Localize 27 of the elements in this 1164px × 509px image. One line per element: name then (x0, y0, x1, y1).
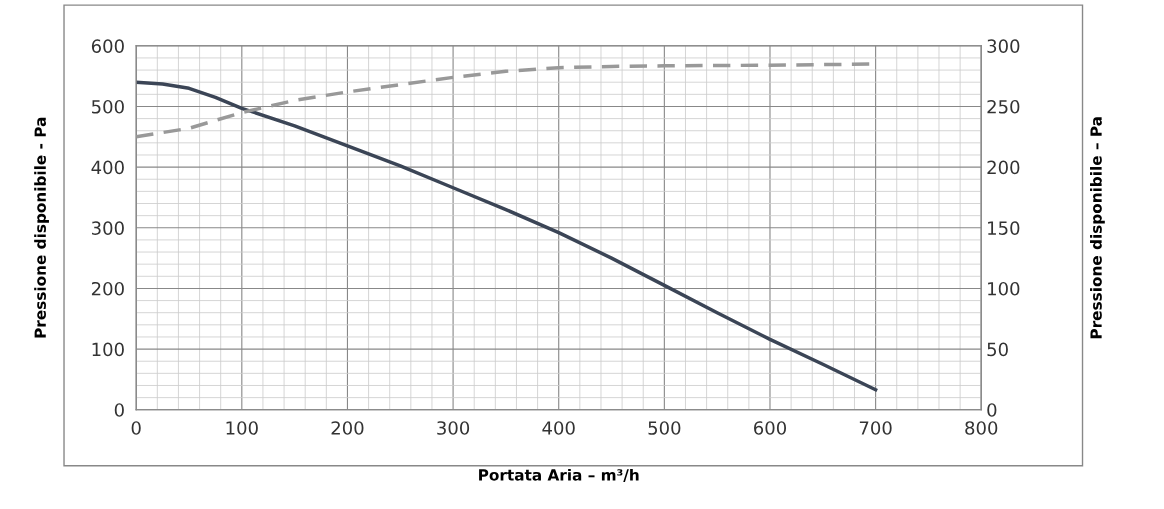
y-tick-label: 100 (92, 342, 124, 357)
y2-tick-label: 0 (987, 403, 997, 417)
y-tick-label: 500 (92, 99, 124, 114)
y2-tick-label: 300 (987, 39, 1020, 53)
x-tick-label: 100 (226, 421, 258, 435)
x-tick-label: 700 (859, 421, 892, 435)
y-tick-label: 0 (114, 403, 124, 417)
y-tick-label: 200 (91, 281, 124, 296)
x-tick-label: 800 (965, 421, 998, 435)
x-axis-title: Portata Aria – m³/h (479, 468, 639, 482)
y-axis-title: Pressione disponibile - Pa (34, 117, 49, 338)
y2-tick-label: 200 (987, 160, 1020, 175)
y2-tick-label: 50 (987, 342, 1008, 357)
y2-axis-title: Pressione disponibile – Pa (1090, 117, 1105, 339)
x-tick-label: 200 (331, 421, 364, 435)
x-tick-label: 400 (542, 421, 575, 435)
line-series (136, 80, 878, 392)
y2-tick-label: 250 (987, 99, 1020, 114)
x-tick-label: 300 (437, 421, 470, 435)
y2-tick-label: 150 (988, 221, 1020, 235)
y-tick-label: 300 (91, 221, 124, 235)
y2-tick-label: 100 (988, 281, 1020, 296)
y-tick-label: 600 (91, 39, 124, 53)
y-tick-label: 400 (91, 160, 124, 175)
x-tick-label: 600 (754, 421, 787, 435)
x-tick-label: 0 (131, 421, 141, 435)
x-tick-label: 500 (648, 421, 681, 435)
